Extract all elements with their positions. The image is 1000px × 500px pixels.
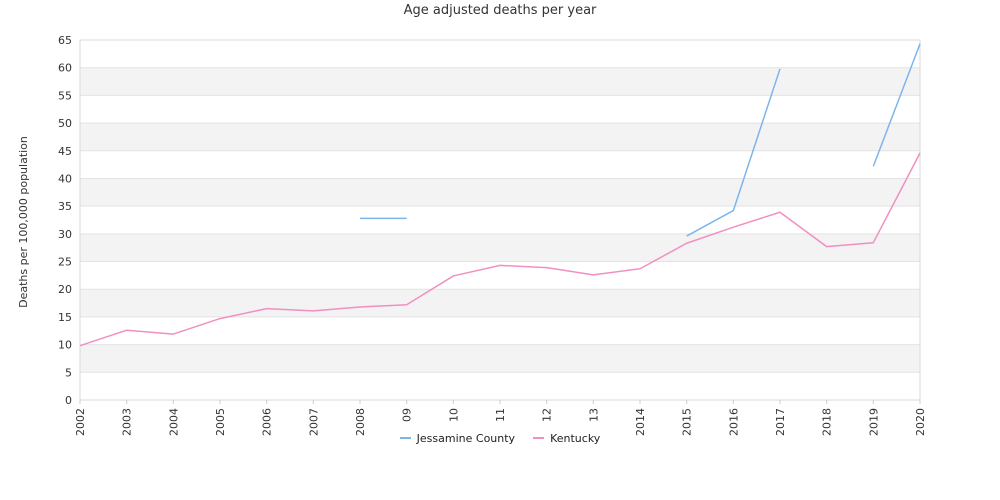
- x-tick-label: 2008: [354, 408, 367, 436]
- x-tick-label: 2017: [774, 408, 787, 436]
- y-tick-label: 50: [58, 117, 72, 130]
- grid-band: [80, 233, 920, 262]
- x-tick-label: 13: [587, 408, 600, 422]
- chart-title: Age adjusted deaths per year: [403, 3, 597, 18]
- legend-item[interactable]: Kentucky: [533, 430, 600, 446]
- x-tick-label: 2003: [121, 408, 134, 436]
- x-tick-label: 2014: [634, 408, 647, 436]
- x-tick-label: 2005: [214, 408, 227, 436]
- grid-band: [80, 123, 920, 151]
- legend-swatch: [399, 437, 411, 439]
- y-tick-label: 30: [58, 228, 72, 241]
- grid-bands: [80, 67, 920, 373]
- x-tick-label: 10: [447, 408, 460, 422]
- y-tick-label: 55: [58, 89, 72, 102]
- y-tick-label: 10: [58, 339, 72, 352]
- y-tick-label: 40: [58, 172, 72, 185]
- x-tick-label: 2004: [167, 408, 180, 436]
- x-tick-label: 09: [401, 408, 414, 422]
- x-axis-ticks: 2002 2003 2004 2005 2006 2007 2008 09 10 11 12 13 20…: [74, 400, 927, 436]
- x-tick-label: 11: [494, 408, 507, 422]
- legend-item[interactable]: Jessamine County: [399, 430, 516, 446]
- y-tick-label: 20: [58, 283, 72, 296]
- x-tick-label: 2016: [727, 408, 740, 436]
- legend-swatch: [533, 437, 545, 439]
- series-lines: [79, 43, 921, 347]
- legend: Jessamine County Kentucky: [0, 430, 1000, 446]
- series-line-jessamine-county: [686, 68, 781, 237]
- y-tick-label: 25: [58, 256, 72, 269]
- x-tick-label: 2020: [914, 408, 927, 436]
- grid-band: [80, 67, 920, 96]
- grid-band: [80, 289, 920, 317]
- y-axis-ticks: 0 5 10 15 20 25 30 35 40 45 50 55 60 65: [58, 34, 72, 407]
- x-tick-label: 2019: [867, 408, 880, 436]
- x-tick-label: 2002: [74, 408, 87, 436]
- x-tick-label: 2018: [821, 408, 834, 436]
- y-tick-label: 35: [58, 200, 72, 213]
- series-line-kentucky: [79, 152, 921, 347]
- legend-label: Jessamine County: [416, 431, 516, 445]
- series-line-jessamine-county: [872, 43, 921, 167]
- y-axis-label: Deaths per 100,000 population: [17, 136, 30, 308]
- y-tick-label: 45: [58, 145, 72, 158]
- grid-lines: [80, 39, 920, 401]
- grid-band: [80, 344, 920, 373]
- y-tick-label: 65: [58, 34, 72, 47]
- grid-band: [80, 178, 920, 207]
- y-tick-label: 5: [65, 366, 72, 379]
- x-tick-label: 2006: [261, 408, 274, 436]
- x-tick-label: 12: [541, 408, 554, 422]
- y-tick-label: 15: [58, 311, 72, 324]
- y-tick-label: 0: [65, 394, 72, 407]
- legend-label: Kentucky: [550, 431, 601, 445]
- x-tick-label: 2015: [681, 408, 694, 436]
- y-tick-label: 60: [58, 62, 72, 75]
- x-tick-label: 2007: [307, 408, 320, 436]
